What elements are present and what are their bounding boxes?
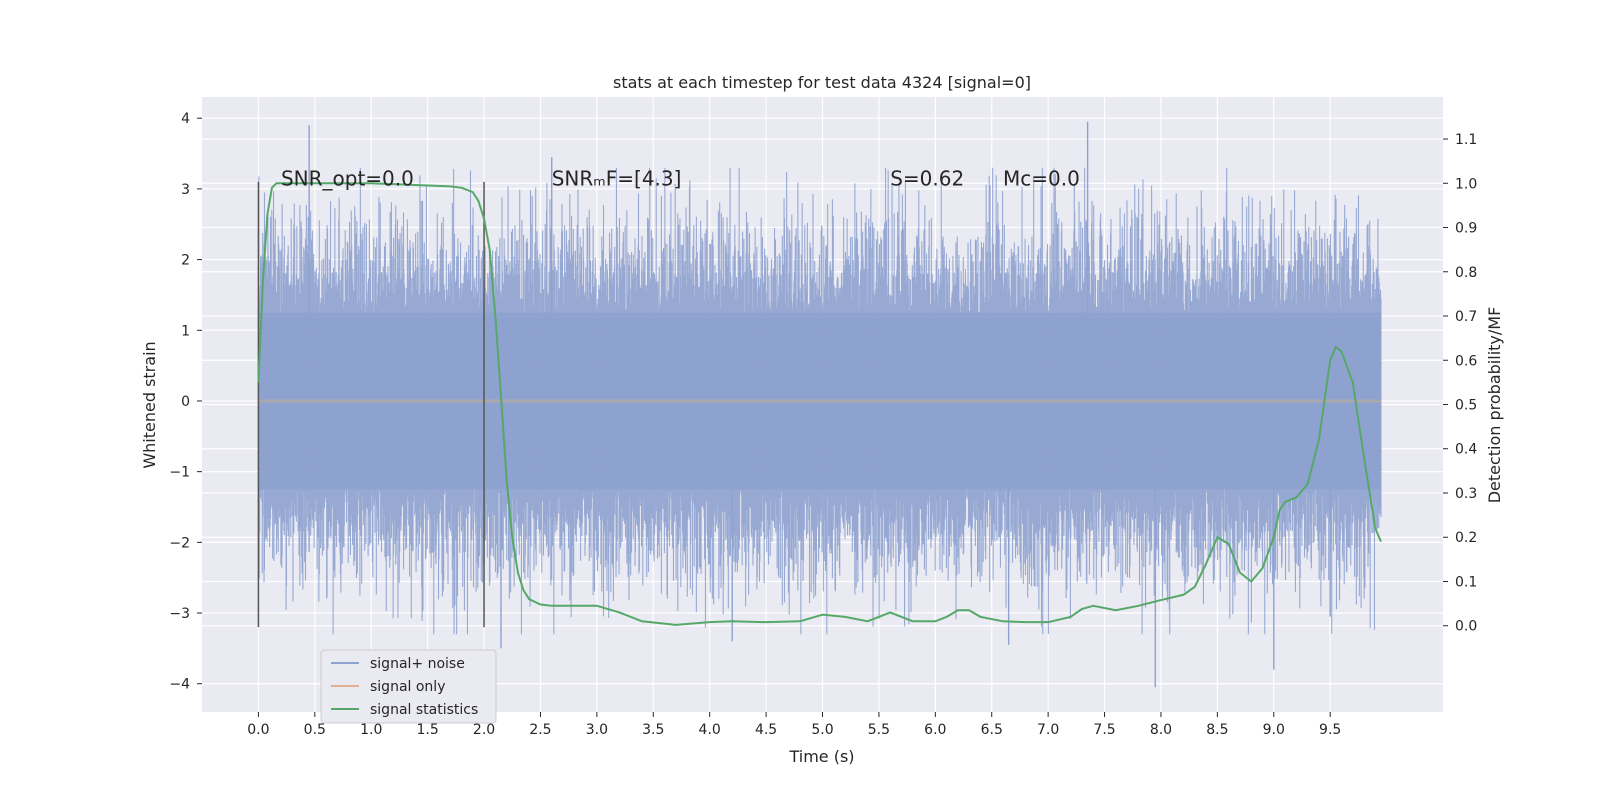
y2-axis-ticks: 0.0 0.1 0.2 0.3 0.4 0.5 0.6 0.7 0.8 0.9 1.0 1.1 xyxy=(1443,132,1477,635)
x-tick-label: 5.0 xyxy=(811,722,833,738)
x-tick-label: 3.0 xyxy=(586,722,608,738)
annotation-2: S=0.62 xyxy=(890,166,964,190)
y-tick-label: −3 xyxy=(169,606,190,622)
x-tick-label: 8.0 xyxy=(1150,722,1172,738)
y-tick-label: 4 xyxy=(181,111,190,127)
annotation-3: Mᴄ=0.0 xyxy=(1003,166,1080,190)
annotation-0: SNR_opt=0.0 xyxy=(281,166,414,190)
x-tick-label: 6.5 xyxy=(981,722,1003,738)
y2-tick-label: 0.3 xyxy=(1455,486,1477,502)
legend: signal+ noise signal only signal statist… xyxy=(321,650,496,723)
y2-tick-label: 0.1 xyxy=(1455,574,1477,590)
y2-tick-label: 1.1 xyxy=(1455,132,1477,148)
legend-label-signal-only: signal only xyxy=(370,679,445,695)
y2-tick-label: 0.9 xyxy=(1455,221,1477,237)
y2-axis-label: Detection probability/MF xyxy=(1485,307,1504,504)
x-tick-label: 4.0 xyxy=(699,722,721,738)
legend-label-signal-noise: signal+ noise xyxy=(370,656,465,672)
y-tick-label: 2 xyxy=(181,253,190,269)
x-tick-label: 2.5 xyxy=(529,722,551,738)
y2-tick-label: 0.0 xyxy=(1455,619,1477,635)
x-tick-label: 9.5 xyxy=(1319,722,1341,738)
x-tick-label: 9.0 xyxy=(1263,722,1285,738)
y-tick-label: 0 xyxy=(181,394,190,410)
y2-tick-label: 0.6 xyxy=(1455,353,1477,369)
y-tick-label: −1 xyxy=(169,465,190,481)
y2-tick-label: 0.8 xyxy=(1455,265,1477,281)
x-tick-label: 5.5 xyxy=(868,722,890,738)
y-tick-label: 3 xyxy=(181,182,190,198)
x-tick-label: 1.5 xyxy=(417,722,439,738)
annotation-1: SNRₘF=[4.3] xyxy=(552,166,682,190)
legend-label-signal-statistics: signal statistics xyxy=(370,702,478,718)
y-tick-label: 1 xyxy=(181,323,190,339)
y2-tick-label: 0.7 xyxy=(1455,309,1477,325)
x-tick-label: 1.0 xyxy=(360,722,382,738)
x-tick-label: 2.0 xyxy=(473,722,495,738)
annotations: SNR_opt=0.0 SNRₘF=[4.3] S=0.62 Mᴄ=0.0 xyxy=(281,166,1080,190)
y2-tick-label: 1.0 xyxy=(1455,176,1477,192)
x-tick-label: 8.5 xyxy=(1206,722,1228,738)
x-tick-label: 0.0 xyxy=(247,722,269,738)
y-axis-ticks: −4 −3 −2 −1 0 1 2 3 4 xyxy=(169,111,202,693)
x-axis-label: Time (s) xyxy=(788,747,854,766)
y-tick-label: −2 xyxy=(169,535,190,551)
y-axis-label: Whitened strain xyxy=(140,341,159,468)
y-tick-label: −4 xyxy=(169,677,190,693)
chart-title: stats at each timestep for test data 432… xyxy=(613,73,1031,92)
x-tick-label: 6.0 xyxy=(924,722,946,738)
x-tick-label: 4.5 xyxy=(755,722,777,738)
x-tick-label: 7.0 xyxy=(1037,722,1059,738)
x-tick-label: 7.5 xyxy=(1093,722,1115,738)
y2-tick-label: 0.2 xyxy=(1455,530,1477,546)
x-tick-label: 0.5 xyxy=(304,722,326,738)
x-tick-label: 3.5 xyxy=(642,722,664,738)
y2-tick-label: 0.4 xyxy=(1455,442,1477,458)
y2-tick-label: 0.5 xyxy=(1455,398,1477,414)
